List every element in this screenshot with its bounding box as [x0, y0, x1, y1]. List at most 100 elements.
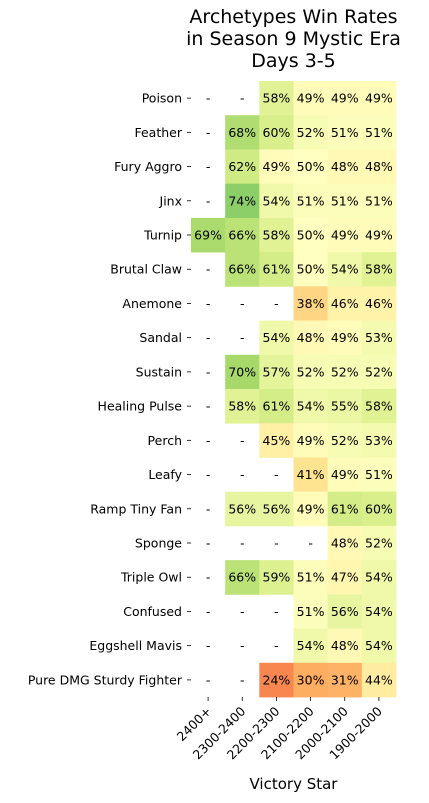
cell-value-label: 48% [365, 159, 393, 174]
cell-value-label: 62% [228, 159, 256, 174]
cell-value-label: - [206, 296, 211, 311]
cell-value-label: 74% [228, 193, 256, 208]
cell-value-label: 59% [263, 570, 291, 585]
cell-value-label: 52% [365, 364, 393, 379]
cell-value-label: 52% [297, 364, 325, 379]
cell-value-label: - [206, 193, 211, 208]
cell-value-label: 49% [297, 433, 325, 448]
cell-value-label: 61% [263, 262, 291, 277]
heatmap-cell [293, 115, 329, 150]
row-label: Jinx [159, 193, 182, 208]
heatmap-cell [259, 354, 294, 390]
cell-value-label: - [240, 467, 245, 482]
row-label: Feather [134, 125, 182, 140]
heatmap-cell [361, 183, 397, 219]
cell-value-label: 60% [263, 125, 291, 140]
column-labels: 2400+2300-24002200-23002100-22002000-210… [174, 697, 385, 762]
title-line: Archetypes Win Rates [189, 6, 397, 28]
row-label: Turnip [143, 228, 182, 243]
heatmap-cell [259, 115, 294, 150]
heatmap-cell [293, 389, 329, 424]
cell-value-label: 54% [263, 330, 291, 345]
cell-value-label: - [206, 364, 211, 379]
cell-value-label: - [206, 467, 211, 482]
cell-value-label: 31% [331, 672, 359, 687]
cell-value-label: - [240, 536, 245, 551]
cell-value-label: - [206, 638, 211, 653]
row-label: Sustain [136, 364, 182, 379]
cell-value-label: 66% [228, 228, 256, 243]
heatmap-cell [259, 423, 294, 458]
cell-value-label: 47% [331, 570, 359, 585]
cell-value-label: - [274, 536, 279, 551]
heatmap-cell [361, 354, 397, 390]
heatmap-cell [259, 149, 294, 185]
x-axis-label: Victory Star [250, 775, 339, 793]
heatmap-cell [327, 354, 363, 390]
cell-value-label: 61% [263, 399, 291, 414]
heatmap-cell [293, 423, 329, 458]
cell-value-label: 50% [297, 262, 325, 277]
cell-value-label: 51% [297, 570, 325, 585]
heatmap-cell [259, 183, 294, 219]
row-label: Pure DMG Sturdy Fighter [28, 672, 183, 687]
cell-value-label: 57% [263, 364, 291, 379]
cell-value-label: - [274, 467, 279, 482]
heatmap-cell [327, 662, 363, 698]
row-label: Ramp Tiny Fan [90, 501, 182, 516]
cell-value-label: 24% [263, 672, 291, 687]
cell-value-label: 53% [365, 330, 393, 345]
cell-value-label: - [206, 433, 211, 448]
cell-value-label: 49% [331, 228, 359, 243]
cell-value-label: 48% [331, 536, 359, 551]
row-label: Brutal Claw [110, 262, 182, 277]
heatmap-cell [293, 491, 329, 527]
cell-value-label: 52% [365, 536, 393, 551]
cell-value-label: 50% [297, 228, 325, 243]
cell-value-label: 52% [297, 125, 325, 140]
row-label: Eggshell Mavis [89, 638, 182, 653]
cell-value-label: 49% [297, 501, 325, 516]
cell-value-label: 54% [297, 399, 325, 414]
row-label: Leafy [148, 467, 182, 482]
heatmap-cell [361, 389, 397, 424]
cell-value-label: 49% [331, 330, 359, 345]
cell-value-label: 52% [331, 364, 359, 379]
heatmap-cell [293, 286, 329, 321]
row-labels: Poison Feather Fury Aggro Jinx Turnip Brutal … [28, 91, 191, 687]
heatmap-cell [225, 491, 260, 527]
cell-value-label: 49% [331, 467, 359, 482]
cell-value-label: - [206, 501, 211, 516]
heatmap-cell [225, 354, 260, 390]
cell-value-label: - [206, 159, 211, 174]
cell-value-label: 70% [228, 364, 256, 379]
heatmap-cell [293, 628, 329, 664]
heatmap-cell [327, 81, 363, 116]
heatmap-cell [361, 525, 397, 561]
cell-value-label: - [206, 604, 211, 619]
cell-value-label: 44% [365, 672, 393, 687]
heatmap-cell [259, 662, 294, 698]
cell-value-label: - [274, 296, 279, 311]
heatmap-cell [327, 286, 363, 321]
heatmap-cell [327, 594, 363, 629]
cell-value-label: 54% [297, 638, 325, 653]
heatmap-cell [293, 252, 329, 287]
heatmap-cell [327, 252, 363, 287]
heatmap-cell [361, 149, 397, 185]
cell-value-label: 58% [228, 399, 256, 414]
cell-value-label: 54% [365, 604, 393, 619]
cell-value-label: 49% [365, 228, 393, 243]
heatmap-cell [361, 628, 397, 664]
heatmap-cell [361, 217, 397, 253]
cell-value-label: 49% [365, 91, 393, 106]
cell-value-label: - [240, 604, 245, 619]
heatmap-cell [361, 81, 397, 116]
cell-value-label: - [308, 536, 313, 551]
heatmap-cell [225, 149, 260, 185]
cell-value-label: 48% [297, 330, 325, 345]
cell-value-label: 54% [331, 262, 359, 277]
row-label: Sponge [135, 536, 182, 551]
